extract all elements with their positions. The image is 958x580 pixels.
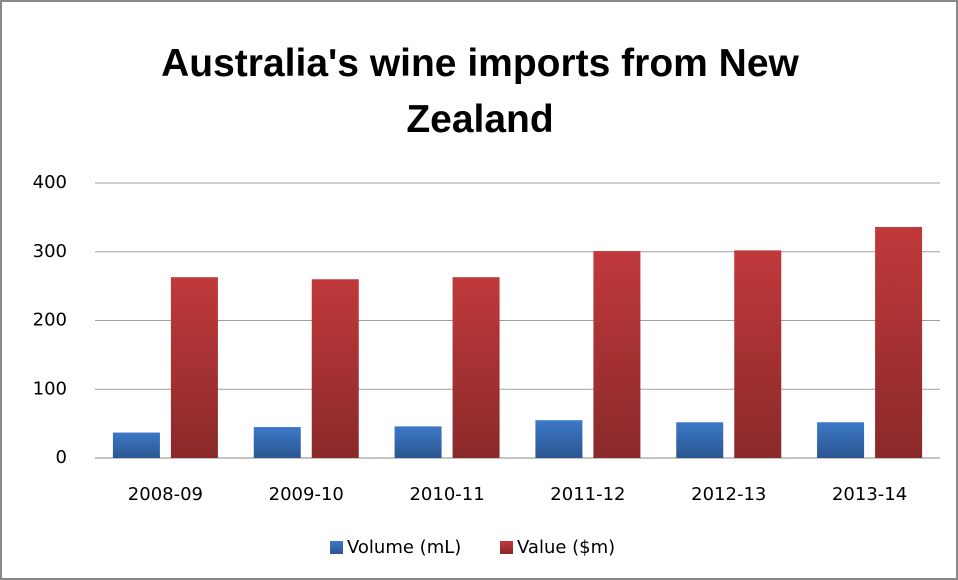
- x-tick-label: 2008-09: [128, 484, 203, 505]
- bar: [817, 422, 865, 458]
- legend-swatch: [330, 541, 343, 554]
- bar: [311, 279, 359, 458]
- legend-label: Volume (mL): [347, 537, 461, 558]
- bar: [452, 277, 500, 458]
- y-tick-label: 400: [33, 172, 67, 193]
- y-tick-label: 0: [56, 447, 67, 468]
- y-tick-label: 200: [33, 310, 67, 331]
- x-tick-label: 2013-14: [832, 484, 907, 505]
- x-tick-label: 2012-13: [691, 484, 766, 505]
- x-tick-label: 2010-11: [409, 484, 484, 505]
- legend-label: Value ($m): [517, 537, 615, 558]
- bar: [676, 422, 724, 458]
- y-tick-label: 100: [33, 378, 67, 399]
- bar: [253, 427, 301, 458]
- bar: [394, 426, 442, 458]
- bar: [112, 432, 160, 458]
- y-tick-label: 300: [33, 241, 67, 262]
- bar: [535, 420, 583, 458]
- chart-title: Australia's wine imports from New Zealan…: [161, 42, 799, 141]
- legend-swatch: [500, 541, 513, 554]
- x-tick-label: 2009-10: [269, 484, 344, 505]
- bar: [875, 227, 923, 458]
- bar: [734, 250, 782, 458]
- bar: [170, 277, 218, 458]
- bar: [593, 251, 641, 458]
- x-tick-label: 2011-12: [550, 484, 625, 505]
